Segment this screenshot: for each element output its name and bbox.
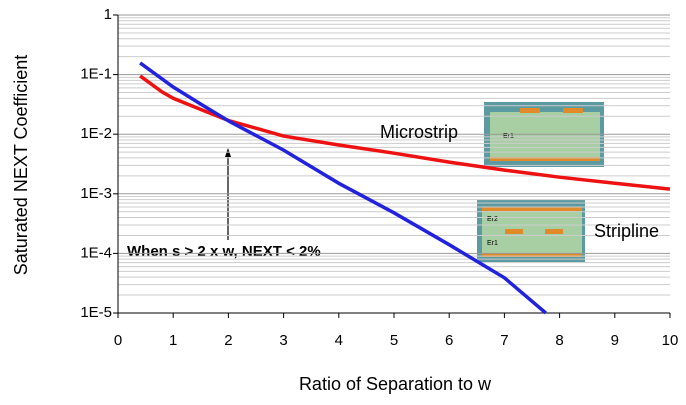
inset-trace bbox=[505, 229, 523, 234]
x-tick-label: 7 bbox=[500, 332, 508, 349]
stripline-inset: Er2 Er1 bbox=[477, 200, 585, 262]
inset-label: Er2 bbox=[487, 216, 498, 223]
x-tick-label: 9 bbox=[611, 332, 619, 349]
x-tick-label: 6 bbox=[445, 332, 453, 349]
inset-plane bbox=[482, 253, 582, 257]
inset-trace bbox=[563, 108, 583, 113]
inset-plane bbox=[490, 157, 600, 161]
x-tick-label: 4 bbox=[335, 332, 343, 349]
inset-trace bbox=[520, 108, 540, 113]
inset-plane bbox=[482, 207, 582, 211]
y-tick-label: 1E-3 bbox=[80, 185, 112, 202]
series-line bbox=[139, 74, 671, 191]
y-axis-title: Saturated NEXT Coefficient bbox=[11, 55, 31, 275]
x-tick-label: 2 bbox=[224, 332, 232, 349]
y-tick-label: 1E-2 bbox=[80, 125, 112, 142]
x-tick-label: 10 bbox=[662, 332, 679, 349]
series-label: Microstrip bbox=[380, 122, 458, 142]
y-tick-label: 1E-5 bbox=[80, 304, 112, 321]
inset-label: Er1 bbox=[503, 133, 514, 140]
x-tick-label: 1 bbox=[169, 332, 177, 349]
x-tick-label: 5 bbox=[390, 332, 398, 349]
inset-label: Er1 bbox=[487, 240, 498, 247]
series-label: Stripline bbox=[594, 221, 659, 241]
annotation: When s > 2 x w, NEXT < 2% bbox=[127, 243, 321, 260]
x-tick-label: 3 bbox=[279, 332, 287, 349]
x-tick-label: 8 bbox=[555, 332, 563, 349]
y-tick-label: 1E-4 bbox=[80, 244, 112, 261]
x-tick-label: 0 bbox=[114, 332, 122, 349]
x-axis-title: Ratio of Separation to w bbox=[299, 374, 492, 394]
inset-trace bbox=[545, 229, 563, 234]
series-line bbox=[139, 61, 547, 315]
y-tick-label: 1 bbox=[104, 6, 112, 23]
y-tick-label: 1E-1 bbox=[80, 66, 112, 83]
